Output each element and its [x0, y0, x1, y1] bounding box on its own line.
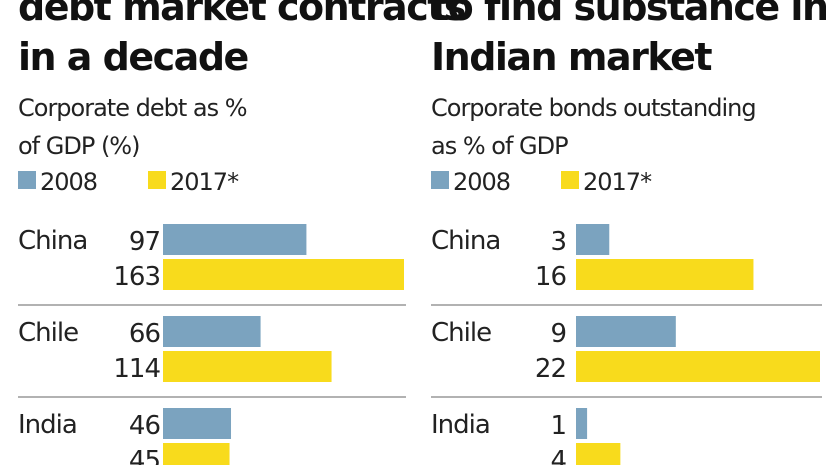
legend-swatch: [561, 171, 579, 189]
value-label: 45: [129, 446, 160, 465]
bar: [163, 443, 230, 465]
bar: [576, 351, 820, 382]
value-label: 22: [535, 354, 566, 384]
chart-title: in a decade: [18, 35, 248, 79]
value-label: 16: [535, 262, 566, 292]
category-label: Chile: [18, 318, 78, 348]
category-label: China: [431, 226, 500, 256]
bar: [163, 316, 261, 347]
legend-label: 2008: [40, 168, 97, 196]
value-label: 114: [113, 354, 160, 384]
category-label: China: [18, 226, 87, 256]
legend-swatch: [431, 171, 449, 189]
category-label: India: [18, 410, 77, 440]
legend-swatch: [148, 171, 166, 189]
chart-subtitle: Corporate debt as %: [18, 94, 247, 122]
category-label: Chile: [431, 318, 491, 348]
bar: [576, 224, 610, 255]
legend-label: 2017*: [583, 168, 652, 196]
value-label: 46: [129, 411, 160, 441]
bar: [163, 408, 232, 439]
bar: [576, 259, 754, 290]
chart-title: Indian market: [431, 35, 712, 79]
category-label: India: [431, 410, 490, 440]
legend-label: 2008: [453, 168, 510, 196]
chart-subtitle: of GDP (%): [18, 132, 139, 160]
value-label: 1: [550, 411, 566, 441]
bar: [576, 443, 621, 465]
chart-title: debt market contracts: [18, 0, 465, 29]
chart-title: to find substance in: [431, 0, 826, 29]
bar: [576, 408, 588, 439]
bar: [163, 351, 332, 382]
value-label: 163: [113, 262, 160, 292]
bar: [163, 259, 404, 290]
bar: [163, 224, 307, 255]
legend-swatch: [18, 171, 36, 189]
value-label: 66: [129, 319, 160, 349]
chart-subtitle: as % of GDP: [431, 132, 568, 160]
value-label: 9: [550, 319, 566, 349]
bar: [576, 316, 676, 347]
value-label: 4: [550, 446, 566, 465]
value-label: 97: [129, 227, 160, 257]
legend-label: 2017*: [170, 168, 239, 196]
chart-subtitle: Corporate bonds outstanding: [431, 94, 756, 122]
value-label: 3: [550, 227, 566, 257]
